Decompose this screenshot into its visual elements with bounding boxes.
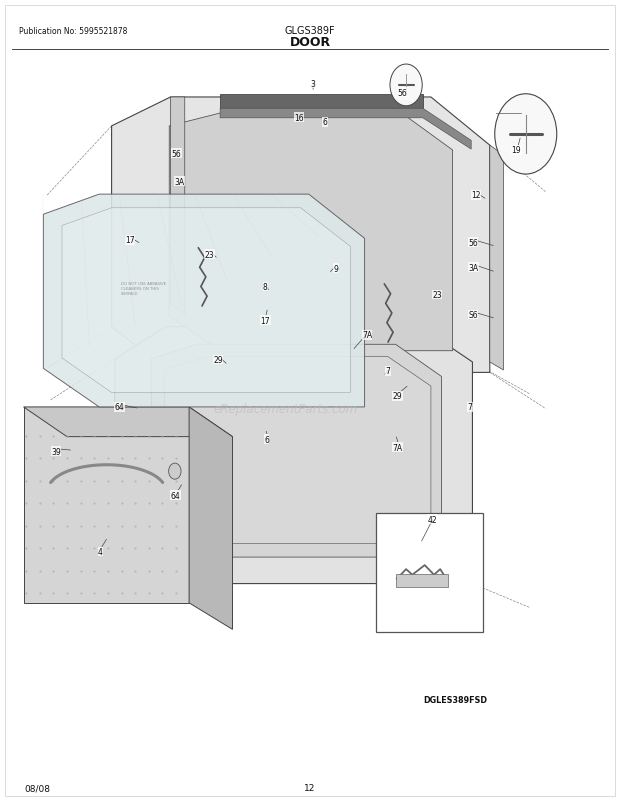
- Polygon shape: [112, 98, 490, 373]
- Polygon shape: [151, 345, 441, 557]
- Text: 7A: 7A: [362, 330, 372, 340]
- Polygon shape: [220, 95, 423, 109]
- Text: DOOR: DOOR: [290, 36, 330, 49]
- Circle shape: [390, 65, 422, 107]
- Text: 4: 4: [98, 547, 103, 557]
- Text: 7: 7: [386, 367, 391, 376]
- Text: GLGS389F: GLGS389F: [285, 26, 335, 36]
- Text: 56: 56: [397, 88, 407, 98]
- Text: 3A: 3A: [468, 263, 478, 273]
- Text: 6: 6: [264, 435, 269, 444]
- Circle shape: [495, 95, 557, 175]
- Text: 64: 64: [115, 403, 125, 412]
- Polygon shape: [43, 195, 365, 407]
- Text: 23: 23: [205, 250, 215, 260]
- Text: 08/08: 08/08: [24, 783, 50, 792]
- Text: 56: 56: [172, 149, 182, 159]
- Polygon shape: [220, 109, 471, 150]
- Text: 42: 42: [427, 515, 437, 525]
- Polygon shape: [170, 98, 185, 314]
- Text: 39: 39: [51, 447, 61, 456]
- Text: DO NOT USE ABRASIVE
CLEANERS ON THIS
SURFACE: DO NOT USE ABRASIVE CLEANERS ON THIS SUR…: [121, 282, 166, 295]
- Text: 9: 9: [334, 264, 339, 273]
- Text: 8: 8: [263, 282, 268, 292]
- Polygon shape: [169, 114, 453, 351]
- Text: 7A: 7A: [392, 443, 402, 452]
- Text: 23: 23: [432, 290, 442, 300]
- Text: 6: 6: [322, 118, 327, 128]
- Text: 17: 17: [260, 316, 270, 326]
- Polygon shape: [62, 209, 350, 393]
- Polygon shape: [24, 407, 233, 437]
- Polygon shape: [24, 407, 189, 603]
- Text: eReplacementParts.com: eReplacementParts.com: [213, 403, 357, 415]
- Text: 17: 17: [125, 236, 135, 245]
- Text: 64: 64: [170, 491, 180, 500]
- Polygon shape: [164, 357, 431, 544]
- Text: DGLES389FSD: DGLES389FSD: [423, 695, 488, 704]
- Text: 3: 3: [311, 79, 316, 89]
- Text: 12: 12: [304, 783, 316, 792]
- Polygon shape: [115, 327, 472, 584]
- FancyBboxPatch shape: [376, 513, 483, 632]
- FancyBboxPatch shape: [396, 574, 448, 587]
- Text: 29: 29: [392, 391, 402, 401]
- Polygon shape: [189, 407, 232, 630]
- FancyBboxPatch shape: [377, 525, 475, 627]
- Text: 3A: 3A: [175, 177, 185, 187]
- Text: Publication No: 5995521878: Publication No: 5995521878: [19, 26, 127, 36]
- Text: 7: 7: [467, 403, 472, 412]
- Text: 12: 12: [471, 191, 481, 200]
- Text: S6: S6: [468, 310, 478, 320]
- Circle shape: [169, 464, 181, 480]
- Text: 56: 56: [468, 238, 478, 248]
- Text: 29: 29: [213, 355, 223, 365]
- Polygon shape: [490, 146, 503, 371]
- Text: 19: 19: [512, 146, 521, 156]
- Text: 16: 16: [294, 113, 304, 123]
